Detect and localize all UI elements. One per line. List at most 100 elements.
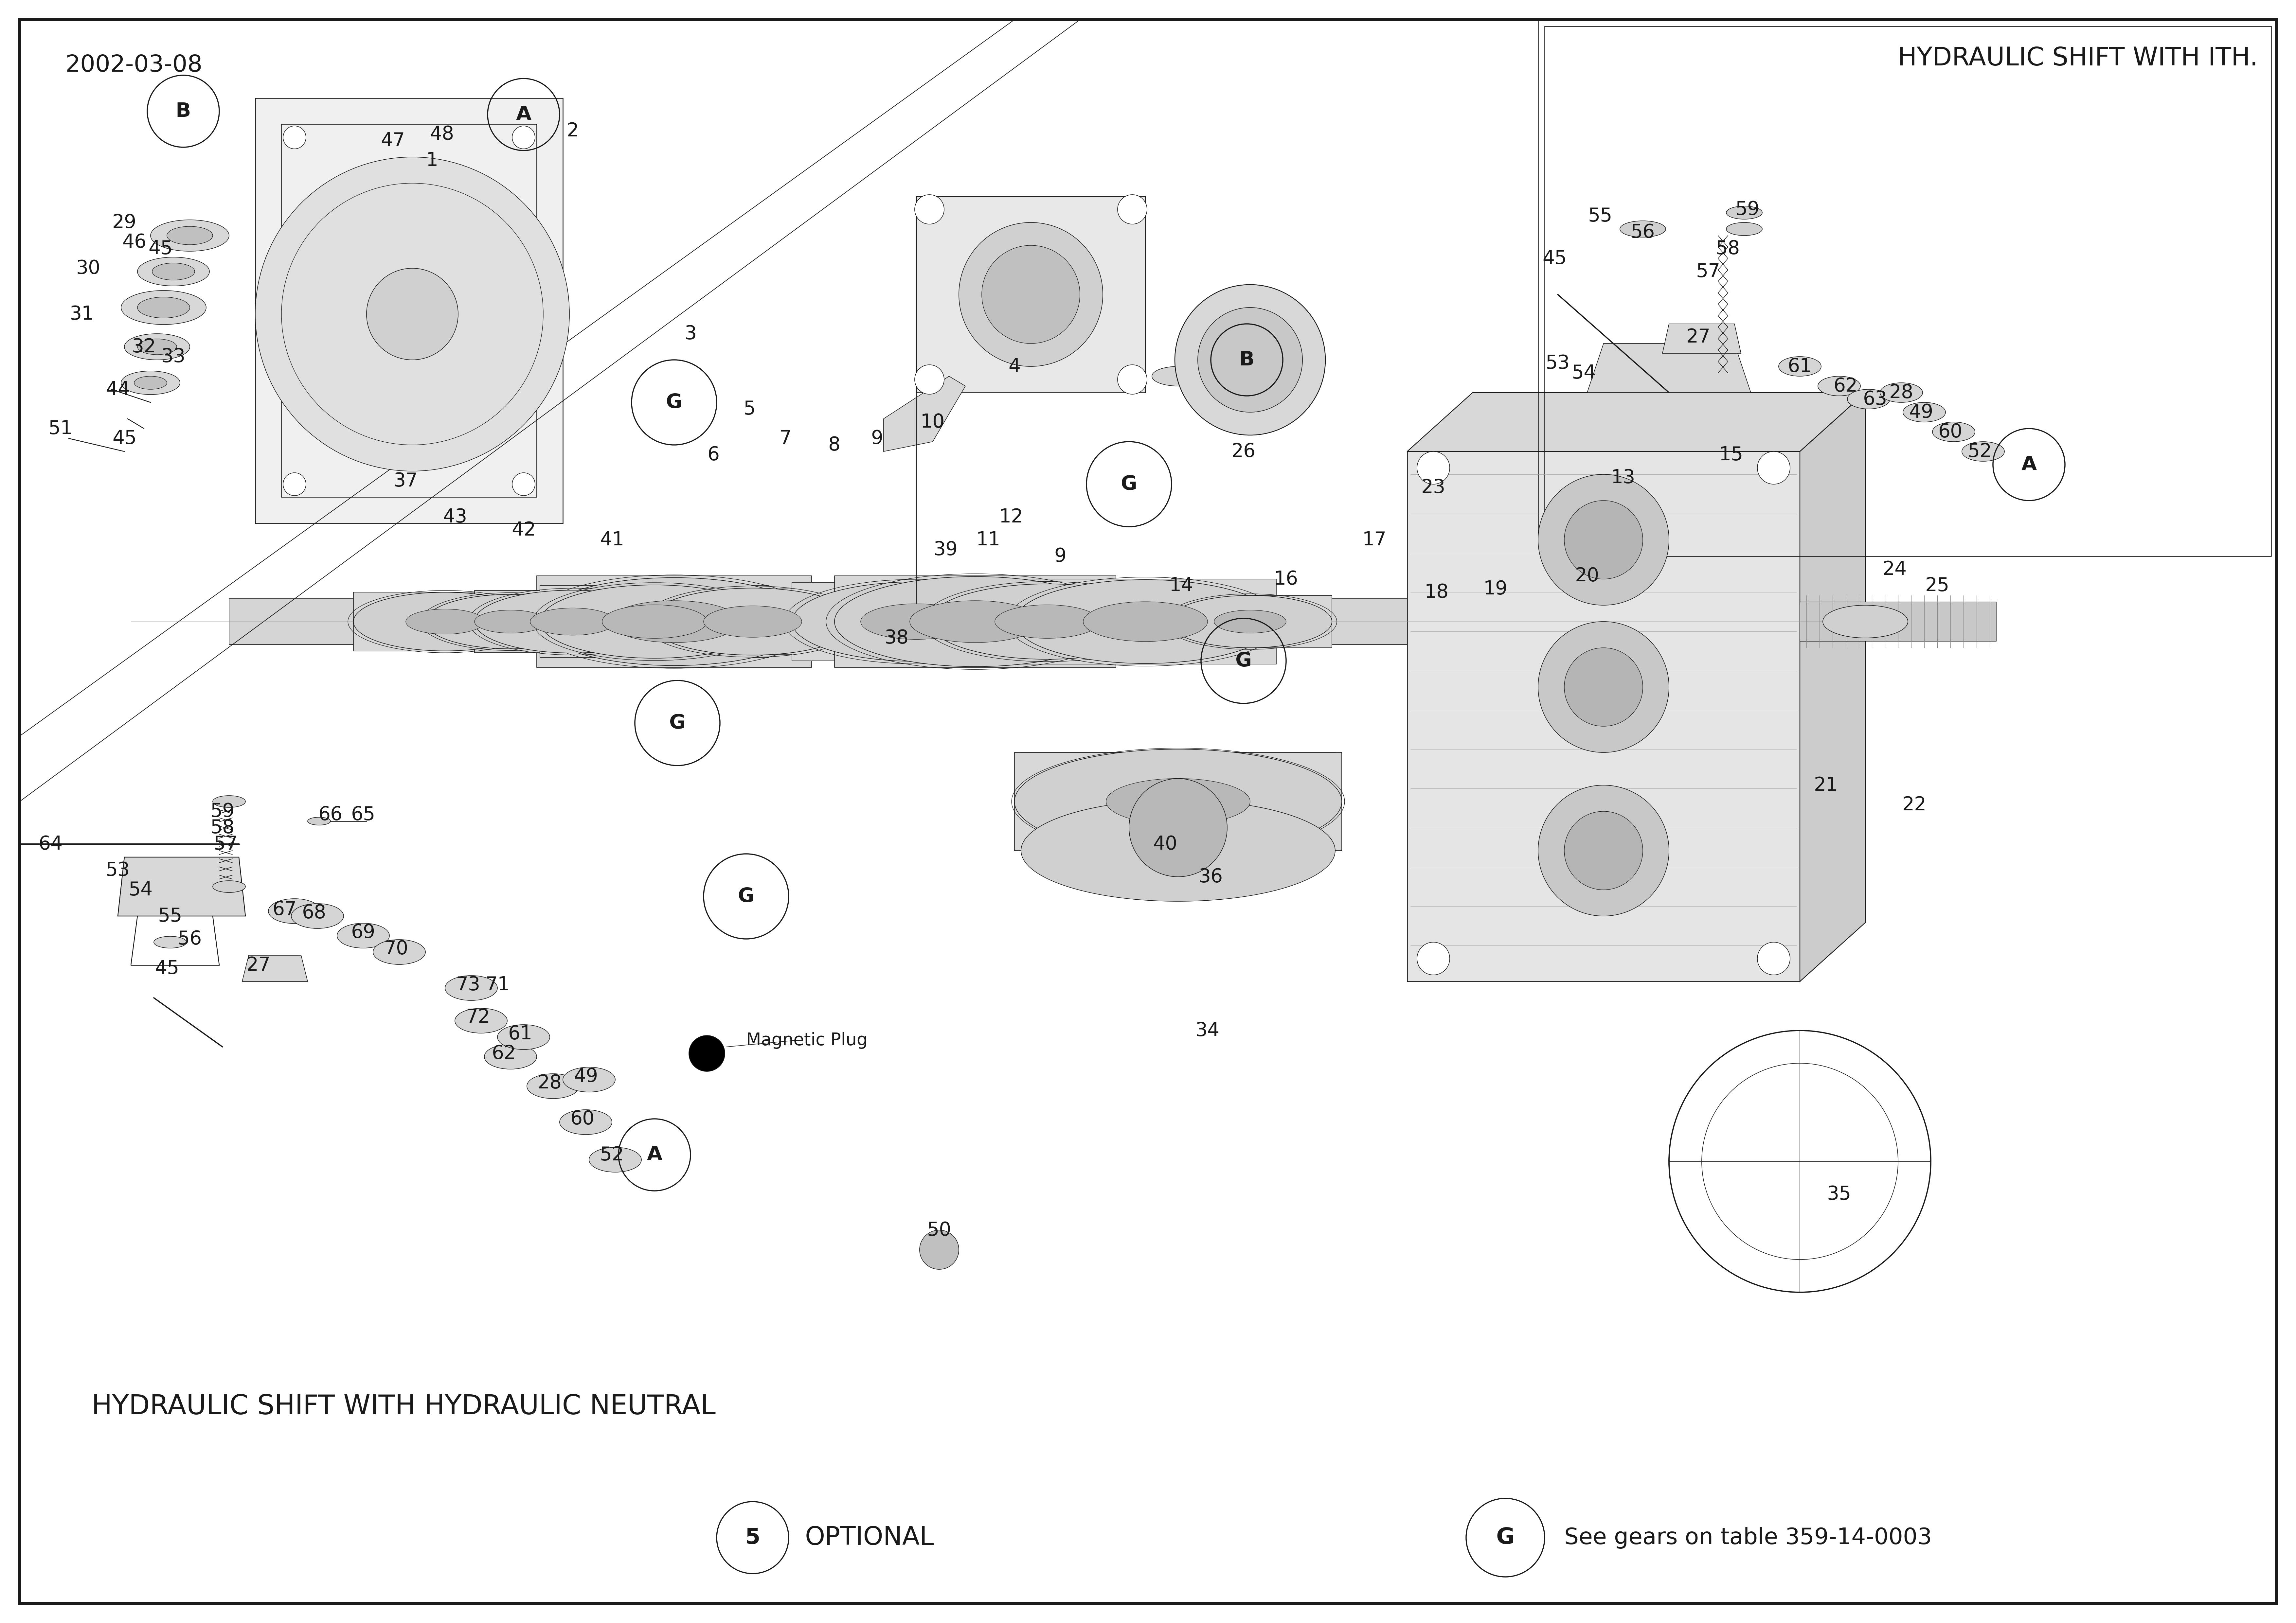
Text: 22: 22 xyxy=(1903,795,1926,815)
Circle shape xyxy=(1564,500,1644,579)
Circle shape xyxy=(1538,786,1669,915)
Polygon shape xyxy=(1662,325,1740,354)
Text: 21: 21 xyxy=(1814,776,1839,795)
Text: HYDRAULIC SHIFT WITH HYDRAULIC NEUTRAL: HYDRAULIC SHIFT WITH HYDRAULIC NEUTRAL xyxy=(92,1394,716,1420)
Polygon shape xyxy=(117,857,246,915)
Text: 5: 5 xyxy=(744,399,755,419)
Circle shape xyxy=(1756,943,1791,975)
Text: 54: 54 xyxy=(129,881,154,899)
Ellipse shape xyxy=(425,594,595,649)
Text: 48: 48 xyxy=(429,125,455,143)
Ellipse shape xyxy=(124,334,191,360)
Polygon shape xyxy=(884,377,964,451)
Text: 52: 52 xyxy=(599,1146,625,1164)
Ellipse shape xyxy=(1848,390,1890,409)
Ellipse shape xyxy=(1015,750,1341,854)
Text: 32: 32 xyxy=(131,338,156,355)
Text: 28: 28 xyxy=(1890,383,1913,403)
Text: 26: 26 xyxy=(1231,441,1256,461)
Bar xyxy=(1545,26,2271,557)
Circle shape xyxy=(282,472,305,495)
Ellipse shape xyxy=(455,1008,507,1034)
Circle shape xyxy=(1756,451,1791,484)
Ellipse shape xyxy=(526,1074,579,1099)
Text: 3: 3 xyxy=(684,325,696,342)
Text: A: A xyxy=(647,1146,661,1164)
Circle shape xyxy=(1118,195,1148,224)
Polygon shape xyxy=(241,956,308,982)
Text: B: B xyxy=(1240,351,1254,370)
Ellipse shape xyxy=(560,1110,613,1134)
Text: 20: 20 xyxy=(1575,566,1600,586)
Ellipse shape xyxy=(1022,800,1336,901)
Text: 58: 58 xyxy=(211,818,234,837)
Text: 44: 44 xyxy=(106,380,131,399)
Circle shape xyxy=(1564,812,1644,889)
Text: 45: 45 xyxy=(149,239,172,258)
Text: 64: 64 xyxy=(39,834,62,854)
Ellipse shape xyxy=(1818,377,1860,396)
Ellipse shape xyxy=(647,588,856,656)
Text: B: B xyxy=(177,102,191,120)
Text: 35: 35 xyxy=(1828,1185,1851,1203)
Text: 27: 27 xyxy=(246,956,271,974)
Text: 53: 53 xyxy=(106,860,131,880)
Circle shape xyxy=(1417,943,1449,975)
Circle shape xyxy=(914,195,944,224)
Ellipse shape xyxy=(537,578,810,665)
Text: 56: 56 xyxy=(1630,222,1655,242)
Circle shape xyxy=(282,127,305,149)
Text: See gears on table 359-14-0003: See gears on table 359-14-0003 xyxy=(1564,1527,1931,1548)
Ellipse shape xyxy=(122,372,179,394)
Text: 45: 45 xyxy=(1543,248,1566,268)
Ellipse shape xyxy=(214,881,246,893)
Text: 10: 10 xyxy=(921,412,946,432)
Bar xyxy=(1015,579,1277,664)
Ellipse shape xyxy=(498,1024,549,1050)
Ellipse shape xyxy=(354,592,537,651)
Ellipse shape xyxy=(1880,383,1922,403)
Circle shape xyxy=(255,157,569,471)
Circle shape xyxy=(1538,474,1669,605)
Polygon shape xyxy=(1800,393,1864,982)
Text: 8: 8 xyxy=(829,435,840,454)
Ellipse shape xyxy=(833,576,1116,667)
Ellipse shape xyxy=(590,1147,641,1172)
Bar xyxy=(230,599,1733,644)
Polygon shape xyxy=(1587,344,1752,393)
Ellipse shape xyxy=(792,581,1040,661)
Text: 69: 69 xyxy=(351,923,377,941)
Ellipse shape xyxy=(1084,602,1208,641)
Ellipse shape xyxy=(138,256,209,286)
Text: Magnetic Plug: Magnetic Plug xyxy=(746,1032,868,1048)
Ellipse shape xyxy=(530,609,615,635)
Text: 57: 57 xyxy=(214,834,239,854)
Text: 25: 25 xyxy=(1924,576,1949,596)
Text: 56: 56 xyxy=(177,930,202,948)
Ellipse shape xyxy=(1823,605,1908,638)
Text: 46: 46 xyxy=(122,232,147,252)
Text: 37: 37 xyxy=(393,472,418,490)
Circle shape xyxy=(914,365,944,394)
Polygon shape xyxy=(1407,393,1864,451)
Circle shape xyxy=(689,1035,726,1071)
Text: 23: 23 xyxy=(1421,479,1446,497)
Ellipse shape xyxy=(994,605,1100,638)
Text: 60: 60 xyxy=(1938,422,1963,441)
Text: 71: 71 xyxy=(484,975,510,993)
Circle shape xyxy=(512,472,535,495)
Ellipse shape xyxy=(168,226,214,245)
Text: 10: 10 xyxy=(921,412,946,432)
Circle shape xyxy=(1564,648,1644,725)
Ellipse shape xyxy=(269,899,321,923)
Circle shape xyxy=(1130,779,1226,876)
Text: 34: 34 xyxy=(1196,1021,1219,1040)
Circle shape xyxy=(1176,284,1325,435)
Ellipse shape xyxy=(861,604,971,639)
Circle shape xyxy=(1538,622,1669,753)
Text: 45: 45 xyxy=(154,959,179,977)
Text: 45: 45 xyxy=(113,428,135,448)
Ellipse shape xyxy=(133,377,168,390)
Text: 67: 67 xyxy=(273,901,296,919)
Text: 4: 4 xyxy=(1008,357,1019,377)
